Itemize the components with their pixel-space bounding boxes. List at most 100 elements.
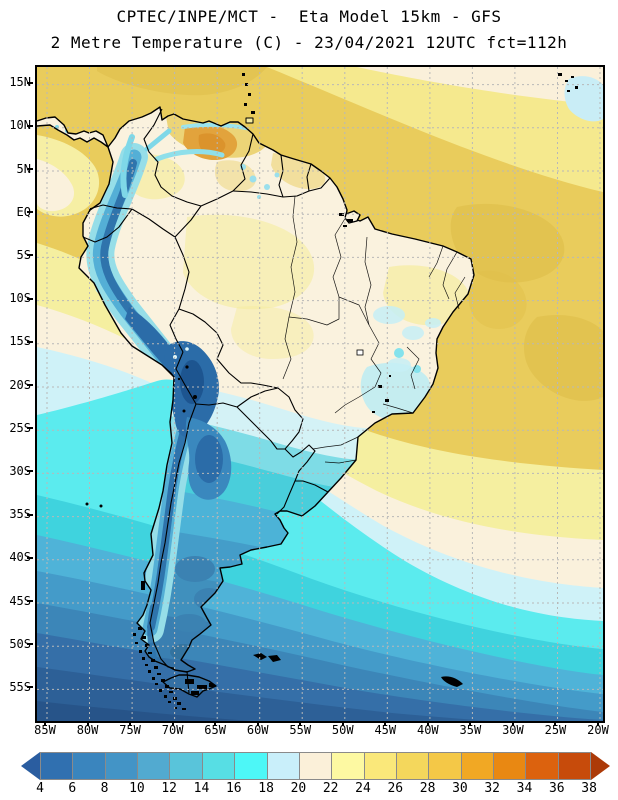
colorbar-tick-label-6: 6	[68, 781, 77, 796]
lat-label-40S: 40S	[9, 550, 31, 565]
lat-tick-40S	[27, 556, 33, 559]
lat-label-5N: 5N	[16, 161, 31, 176]
colorbar-cell-8-10	[105, 753, 139, 779]
page-subtitle: 2 Metre Temperature (C) - 23/04/2021 12U…	[50, 33, 568, 52]
colorbar-tick-label-30: 30	[452, 781, 468, 796]
lon-tick-75W	[129, 721, 132, 726]
lon-tick-50W	[341, 721, 344, 726]
colorbar-tick-label-10: 10	[129, 781, 145, 796]
temperature-map	[36, 67, 603, 767]
colorbar-tick-label-20: 20	[290, 781, 307, 796]
map-frame	[35, 65, 605, 767]
colorbar-tick-label-18: 18	[258, 781, 274, 796]
colorbar-cell-18-20	[267, 753, 300, 779]
lon-label-70W: 70W	[161, 723, 184, 737]
islands	[85, 73, 578, 687]
lat-tick-15S	[27, 340, 33, 343]
colorbar-tick-label-34: 34	[516, 781, 533, 796]
page-title: CPTEC/INPE/MCT - Eta Model 15km - GFS	[116, 7, 502, 26]
colorbar-tick-label-26: 26	[387, 781, 404, 796]
lon-label-50W: 50W	[331, 723, 354, 737]
lat-tick-45S	[27, 600, 33, 602]
lat-tick-5S	[27, 254, 33, 257]
colorbar-tick-label-8: 8	[100, 781, 109, 796]
lon-tick-35W	[469, 721, 472, 726]
colorbar-tick-label-16: 16	[225, 781, 242, 796]
lon-label-20W: 20W	[587, 723, 609, 737]
lon-label-80W: 80W	[76, 723, 99, 737]
colorbar-cell-14-16	[202, 753, 236, 779]
lat-tick-35S	[27, 513, 33, 516]
lat-label-50S: 50S	[9, 636, 31, 651]
lon-tick-45W	[384, 721, 387, 726]
colorbar-cell-6-8	[73, 753, 106, 779]
lon-tick-80W	[86, 721, 89, 726]
colorbar-scale	[40, 752, 591, 780]
colorbar-tick-label-24: 24	[355, 781, 371, 796]
state-borders	[282, 195, 466, 464]
colorbar-cell-28-30	[429, 753, 462, 779]
lon-tick-30W	[511, 721, 514, 726]
lon-label-65W: 65W	[204, 723, 226, 737]
colorbar-tick-label-38: 38	[581, 781, 597, 796]
lon-label-55W: 55W	[289, 723, 312, 737]
lon-tick-20W	[596, 721, 599, 726]
colorbar-tick-label-32: 32	[484, 781, 501, 796]
lat-label-EQ: EQ	[16, 204, 31, 219]
lon-label-25W: 25W	[544, 723, 567, 737]
lat-tick-30S	[27, 470, 33, 473]
lat-label-45S: 45S	[9, 593, 31, 608]
lat-label-20S: 20S	[9, 377, 31, 392]
lat-label-30S: 30S	[9, 463, 31, 478]
lat-tick-10S	[27, 297, 33, 300]
colorbar-cell-22-24	[332, 753, 365, 779]
colorbar-tick-label-4: 4	[36, 781, 44, 796]
lat-tick-15N	[27, 81, 33, 84]
colorbar-cell-10-12	[138, 753, 171, 779]
colorbar-cell-20-22	[299, 753, 333, 779]
colorbar-cell-26-28	[396, 753, 430, 779]
lon-label-30W: 30W	[502, 723, 524, 737]
lat-label-5S: 5S	[16, 247, 31, 262]
colorbar-cell-16-18	[235, 753, 268, 779]
lon-tick-25W	[554, 721, 557, 726]
colorbar-tick-label-12: 12	[161, 781, 178, 796]
colorbar-tick-label-36: 36	[548, 781, 565, 796]
lat-tick-20S	[27, 384, 33, 386]
colorbar-cell-32-34	[494, 753, 527, 779]
grid-lines	[37, 67, 603, 721]
lat-label-35S: 35S	[9, 507, 31, 522]
colorbar-cell-34-36	[526, 753, 559, 779]
colorbar-tick-label-14: 14	[193, 781, 210, 796]
colorbar-cell-30-32	[461, 753, 495, 779]
lon-tick-60W	[256, 721, 259, 726]
lat-tick-5N	[27, 168, 33, 170]
lon-label-60W: 60W	[246, 723, 269, 737]
colorbar-cell-4-6	[41, 753, 74, 779]
lat-label-25S: 25S	[9, 420, 31, 435]
lat-label-55S: 55S	[9, 679, 31, 694]
lon-tick-70W	[171, 721, 174, 726]
lon-tick-40W	[426, 721, 429, 726]
lon-tick-65W	[214, 721, 217, 726]
colorbar-cell-24-26	[364, 753, 397, 779]
colorbar-cell-36-38	[558, 753, 591, 779]
lon-label-45W: 45W	[374, 723, 397, 737]
lon-tick-55W	[299, 721, 302, 726]
lat-tick-50S	[27, 643, 33, 646]
colorbar-tick-label-22: 22	[322, 781, 339, 796]
lat-label-10N: 10N	[9, 118, 31, 133]
lat-label-10S: 10S	[9, 291, 31, 306]
lon-label-40W: 40W	[416, 723, 439, 737]
lat-label-15S: 15S	[9, 334, 31, 349]
colorbar-tick-label-28: 28	[419, 781, 436, 796]
lat-tick-EQ	[27, 211, 33, 214]
lat-tick-25S	[27, 427, 33, 430]
lon-label-85W: 85W	[34, 723, 56, 737]
lon-tick-85W	[44, 721, 46, 726]
colorbar-cell-12-14	[170, 753, 203, 779]
lat-tick-10N	[27, 124, 33, 127]
lat-label-15N: 15N	[9, 75, 31, 90]
lon-label-35W: 35W	[459, 723, 482, 737]
